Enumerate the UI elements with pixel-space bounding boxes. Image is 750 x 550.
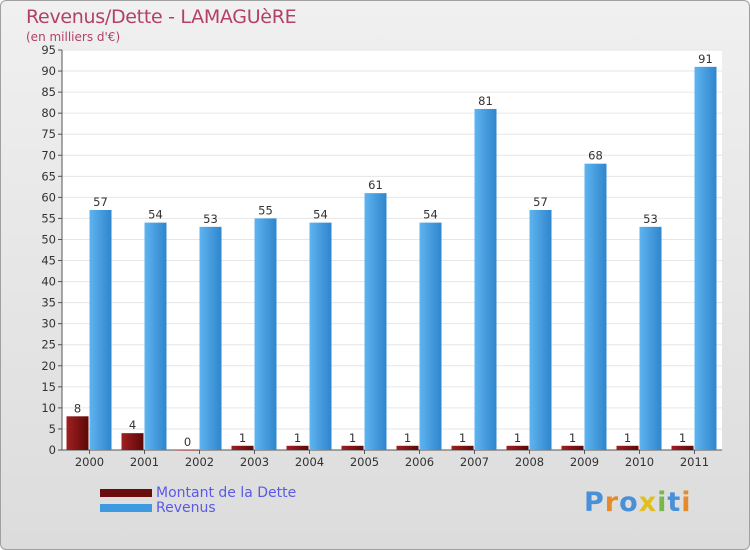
- logo-letter: o: [619, 487, 639, 518]
- data-label-debt: 1: [679, 431, 686, 445]
- y-tick-label: 30: [41, 317, 56, 331]
- y-tick-label: 80: [41, 106, 56, 120]
- y-tick-label: 70: [41, 148, 56, 162]
- y-tick-label: 20: [41, 359, 56, 373]
- logo-letter: P: [584, 487, 605, 518]
- bar-debt: [506, 445, 529, 450]
- bar-revenue: [639, 226, 662, 450]
- chart-subtitle: (en milliers d'€): [26, 30, 121, 44]
- y-tick-label: 35: [41, 296, 56, 310]
- y-tick-label: 55: [41, 211, 56, 225]
- bar-revenue: [364, 193, 387, 450]
- logo-letter: i: [681, 487, 692, 518]
- x-tick-label: 2007: [460, 455, 489, 469]
- x-tick-label: 2000: [75, 455, 104, 469]
- data-label-debt: 1: [624, 431, 631, 445]
- bar-debt: [66, 416, 89, 450]
- data-label-revenue: 61: [368, 178, 383, 192]
- bar-debt: [671, 445, 694, 450]
- bar-debt: [176, 450, 199, 451]
- bar-revenue: [144, 222, 167, 450]
- y-tick-label: 95: [41, 43, 56, 57]
- y-tick-label: 60: [41, 190, 56, 204]
- data-label-debt: 0: [184, 435, 191, 449]
- data-label-revenue: 91: [698, 52, 713, 66]
- y-tick-label: 5: [49, 422, 56, 436]
- data-label-debt: 4: [129, 418, 136, 432]
- x-tick-label: 2005: [350, 455, 379, 469]
- y-tick-label: 40: [41, 275, 56, 289]
- bar-revenue: [584, 163, 607, 450]
- bar-debt: [451, 445, 474, 450]
- logo-letter: x: [638, 487, 658, 518]
- y-tick-label: 65: [41, 169, 56, 183]
- bar-debt: [561, 445, 584, 450]
- bar-debt: [341, 445, 364, 450]
- legend-swatch-revenue: [100, 504, 152, 512]
- y-tick-label: 50: [41, 232, 56, 246]
- bar-revenue: [529, 210, 552, 450]
- data-label-debt: 1: [569, 431, 576, 445]
- data-label-revenue: 57: [533, 195, 548, 209]
- bar-revenue: [694, 66, 717, 450]
- x-tick-label: 2004: [295, 455, 324, 469]
- plot-area: [62, 50, 722, 450]
- data-label-debt: 1: [514, 431, 521, 445]
- data-label-revenue: 68: [588, 149, 603, 163]
- x-tick-label: 2009: [570, 455, 599, 469]
- y-tick-label: 10: [41, 401, 56, 415]
- x-tick-label: 2008: [515, 455, 544, 469]
- data-label-revenue: 55: [258, 203, 273, 217]
- data-label-revenue: 57: [93, 195, 108, 209]
- bar-debt: [396, 445, 419, 450]
- data-label-revenue: 54: [148, 208, 163, 222]
- data-label-revenue: 53: [643, 212, 658, 226]
- y-tick-label: 25: [41, 338, 56, 352]
- x-tick-label: 2010: [625, 455, 654, 469]
- x-tick-label: 2006: [405, 455, 434, 469]
- y-tick-label: 0: [49, 443, 56, 457]
- bar-revenue: [89, 210, 112, 450]
- bar-revenue: [254, 218, 277, 450]
- bar-revenue: [419, 222, 442, 450]
- x-tick-label: 2011: [680, 455, 709, 469]
- data-label-debt: 1: [294, 431, 301, 445]
- data-label-debt: 1: [349, 431, 356, 445]
- y-tick-label: 45: [41, 254, 56, 268]
- y-tick-label: 90: [41, 64, 56, 78]
- bar-revenue: [199, 226, 222, 450]
- legend-label-revenue: Revenus: [156, 500, 216, 516]
- data-label-debt: 1: [404, 431, 411, 445]
- bar-debt: [616, 445, 639, 450]
- x-tick-label: 2001: [130, 455, 159, 469]
- data-label-debt: 1: [239, 431, 246, 445]
- data-label-revenue: 81: [478, 94, 493, 108]
- data-label-revenue: 54: [423, 208, 438, 222]
- data-label-debt: 8: [74, 401, 81, 415]
- bar-revenue: [474, 108, 497, 451]
- logo-letter: t: [667, 487, 682, 518]
- chart-title: Revenus/Dette - LAMAGUèRE: [26, 6, 297, 28]
- bar-debt: [286, 445, 309, 450]
- proxiti-logo: Proxiti: [584, 487, 692, 518]
- logo-letter: r: [604, 487, 620, 518]
- y-tick-label: 75: [41, 127, 56, 141]
- bar-debt: [121, 433, 144, 450]
- logo-letter: i: [657, 487, 668, 518]
- legend-swatch-debt: [100, 489, 152, 497]
- bar-debt: [231, 445, 254, 450]
- data-label-debt: 1: [459, 431, 466, 445]
- y-tick-label: 15: [41, 380, 56, 394]
- data-label-revenue: 54: [313, 208, 328, 222]
- y-tick-label: 85: [41, 85, 56, 99]
- x-tick-label: 2002: [185, 455, 214, 469]
- bar-revenue: [309, 222, 332, 450]
- legend-label-debt: Montant de la Dette: [156, 485, 297, 501]
- x-tick-label: 2003: [240, 455, 269, 469]
- data-label-revenue: 53: [203, 212, 218, 226]
